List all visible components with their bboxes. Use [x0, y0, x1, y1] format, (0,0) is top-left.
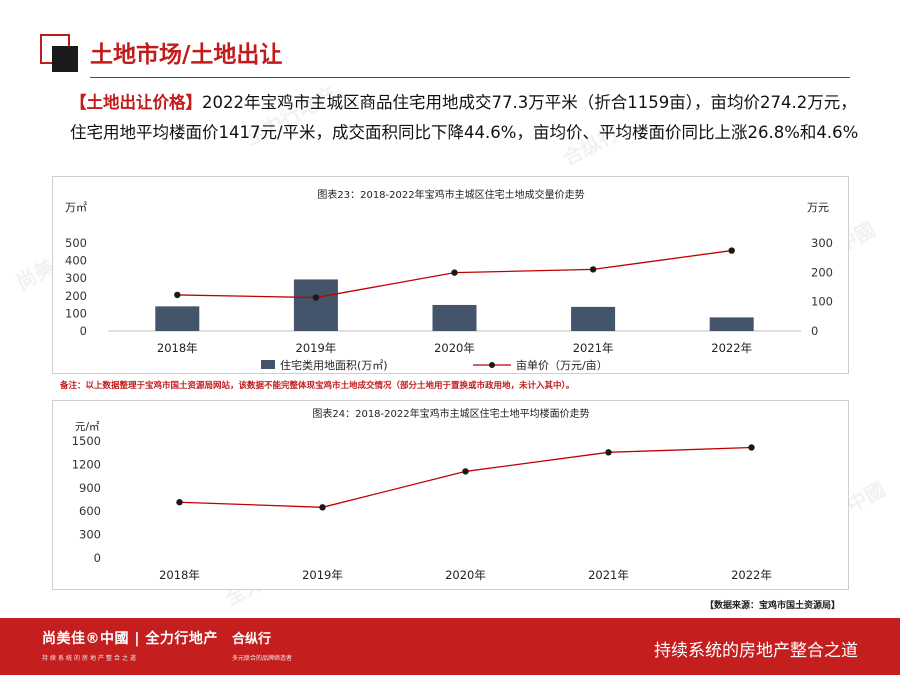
chart1-right-tick-label: 300	[811, 236, 833, 250]
chart2-floor-price-point	[748, 444, 755, 451]
chart1-price-point	[451, 269, 458, 276]
chart1-left-tick-label: 0	[80, 324, 87, 338]
chart2-floor-price-point	[462, 468, 469, 475]
chart1-left-unit: 万㎡	[65, 201, 87, 214]
chart1-legend-bar-label: 住宅类用地面积(万㎡)	[280, 358, 388, 372]
summary-tag: 【土地出让价格】	[70, 93, 202, 112]
chart1-left-tick-label: 100	[65, 306, 87, 320]
chart1-bar	[432, 304, 477, 331]
chart1-title: 图表23：2018-2022年宝鸡市主城区住宅土地成交量价走势	[317, 188, 584, 201]
logo-square-icon	[40, 34, 78, 72]
chart2-title: 图表24：2018-2022年宝鸡市主城区住宅土地平均楼面价走势	[312, 407, 589, 420]
footer-bar: 尚美佳®中國 | 全力行地产 持续系统的房地产整合之道 合纵行 多元联合的品牌缔…	[0, 618, 900, 675]
chart1-price-point	[174, 291, 181, 299]
chart1-bar	[571, 306, 616, 331]
page-header: 土地市场/土地出让	[0, 0, 900, 82]
data-source: 【数据来源：宝鸡市国土资源局】	[704, 601, 840, 611]
chart1-right-tick-label: 0	[811, 324, 818, 338]
chart2-y-tick-label: 0	[94, 551, 101, 565]
chart2-floor-price-point	[176, 499, 183, 506]
chart1-right-tick-label: 200	[811, 265, 833, 279]
footer-brand-hezongxing-sub: 多元联合的品牌缔造者	[232, 655, 293, 662]
chart1-x-tick-label: 2019年	[296, 341, 337, 355]
chart2-y-tick-label: 1500	[72, 434, 101, 448]
chart2-y-tick-label: 600	[79, 504, 101, 518]
chart1-bar	[155, 306, 200, 331]
chart1-left-tick-label: 400	[65, 254, 87, 268]
chart2-x-tick-label: 2020年	[445, 568, 486, 582]
chart1-bar	[709, 317, 754, 331]
note-text: 备注：以上数据整理于宝鸡市国土资源局网站，该数据不能完整体现宝鸡市土地成交情况（…	[60, 381, 575, 391]
chart2-y-tick-label: 300	[79, 528, 101, 542]
chart2-x-tick-label: 2019年	[302, 568, 343, 582]
chart2-x-tick-label: 2022年	[731, 568, 772, 582]
chart1-x-tick-label: 2021年	[573, 341, 614, 355]
chart1-right-unit: 万元	[807, 201, 829, 214]
chart2-floor-price-line	[179, 446, 752, 508]
chart2-floor-price-point	[319, 504, 326, 511]
chart2-y-unit: 元/㎡	[75, 421, 100, 433]
chart1-legend-bar-swatch	[261, 360, 275, 369]
chart2-y-tick-label: 900	[79, 481, 101, 495]
chart-land-volume-price: 图表23：2018-2022年宝鸡市主城区住宅土地成交量价走势万㎡ 万元 0 100 2…	[52, 176, 849, 374]
chart1-legend-line-label: 亩单价（万元/亩）	[516, 358, 608, 372]
title-divider	[90, 77, 850, 78]
footer-brand-hezongxing: 合纵行	[232, 632, 272, 647]
chart1-legend-line-point	[489, 362, 495, 368]
chart-floor-price: 图表24：2018-2022年宝鸡市主城区住宅土地平均楼面价走势元/㎡ 0 300 6…	[52, 400, 849, 590]
footer-brand: 尚美佳®中國 | 全力行地产	[42, 631, 218, 647]
chart1-price-point	[589, 266, 597, 273]
chart1-right-tick-label: 100	[811, 295, 833, 309]
chart1-x-tick-label: 2018年	[157, 341, 198, 355]
chart1-x-tick-label: 2022年	[711, 341, 752, 355]
chart1-price-point	[312, 294, 320, 301]
footer-brand-sub: 持续系统的房地产整合之道	[42, 655, 139, 662]
chart1-x-tick-label: 2020年	[434, 341, 475, 355]
chart2-x-tick-label: 2018年	[159, 568, 200, 582]
chart1-left-tick-label: 500	[65, 236, 87, 250]
footer-slogan: 持续系统的房地产整合之道	[654, 641, 858, 661]
summary-text: 2022年宝鸡市主城区商品住宅用地成交77.3万平米（折合1159亩），亩均价2…	[70, 93, 859, 142]
summary-paragraph: 【土地出让价格】2022年宝鸡市主城区商品住宅用地成交77.3万平米（折合115…	[70, 88, 860, 148]
chart2-x-tick-label: 2021年	[588, 568, 629, 582]
page-title: 土地市场/土地出让	[90, 42, 283, 68]
chart1-left-tick-label: 200	[65, 289, 87, 303]
chart1-left-tick-label: 300	[65, 271, 87, 285]
chart1-bar	[293, 279, 338, 331]
chart2-y-tick-label: 1200	[72, 457, 101, 471]
chart1-price-point	[728, 247, 735, 254]
chart2-floor-price-point	[605, 449, 612, 456]
